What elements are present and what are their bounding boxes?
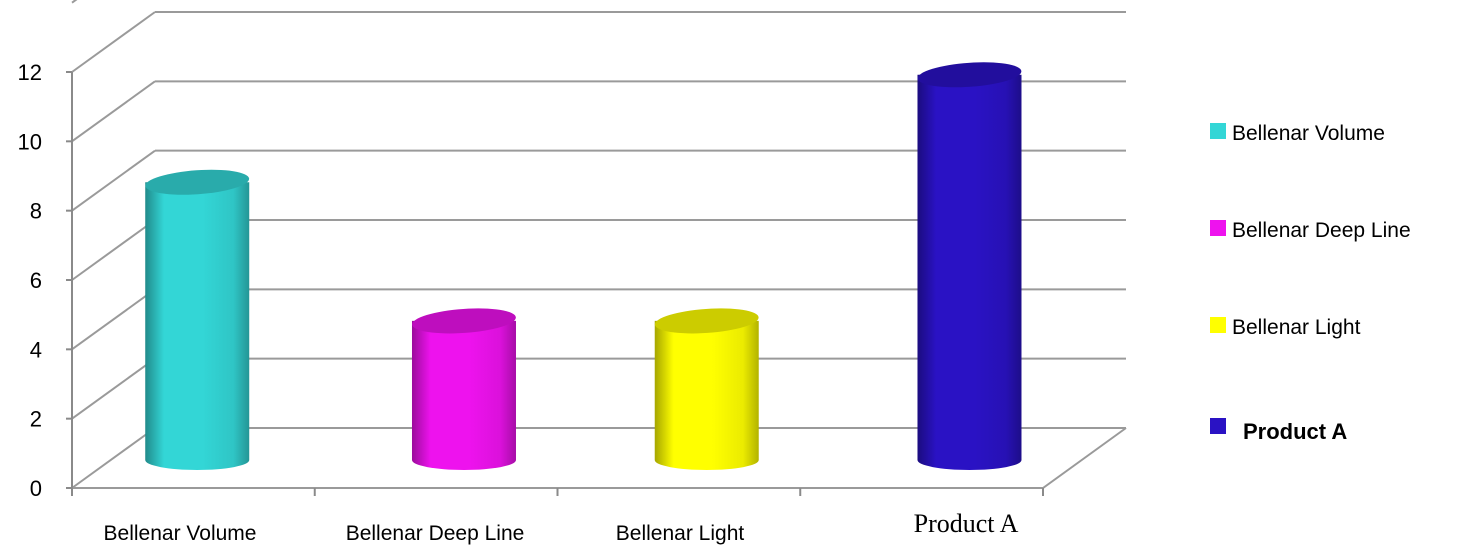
gridline-side [71,357,156,420]
legend-swatch [1210,220,1226,236]
y-tick-label: 6 [30,268,42,293]
y-tick-label: 2 [30,407,42,432]
bar-body [654,320,759,470]
bar [145,169,250,470]
legend-label: Bellenar Light [1232,316,1361,339]
legend-item: Bellenar Volume [1210,122,1385,145]
bar [411,308,516,470]
gridline-side [71,0,78,4]
legend-item: Bellenar Deep Line [1210,219,1411,242]
bar [917,62,1022,471]
y-tick-label: 10 [18,129,42,154]
bar-body [917,74,1022,471]
gridline-side [71,219,156,281]
x-category-label: Bellenar Light [616,522,745,545]
bar [654,308,759,470]
legend: Bellenar Volume Bellenar Deep Line Bellena… [1210,122,1411,444]
legend-item: Product A [1210,418,1347,444]
gridline-side [71,80,156,143]
y-tick-label: 4 [30,337,42,362]
gridline-side [71,149,156,212]
x-category-label: Bellenar Volume [104,522,257,545]
gridline-side [71,288,156,351]
bar-top [412,308,516,334]
legend-swatch [1210,317,1226,333]
bars [145,62,1022,471]
x-category-label: Product A [914,509,1019,538]
bar-top [145,169,250,195]
gridline-side [71,11,156,73]
y-tick-label: 8 [30,199,42,224]
legend-label: Bellenar Volume [1232,122,1385,145]
y-tick-label: 0 [30,476,42,501]
y-tick-label: 12 [18,60,42,85]
axis-labels: Bellenar Volume Bellenar Deep Line Bellena… [104,509,1019,545]
legend-swatch [1210,123,1226,139]
bar-top [917,62,1022,88]
x-category-label: Bellenar Deep Line [346,522,525,545]
axes: 0 2 4 6 8 10 12 [18,60,1044,501]
legend-label: Bellenar Deep Line [1232,219,1411,242]
legend-label: Product A [1243,419,1347,444]
bar-body [145,182,250,470]
legend-item: Bellenar Light [1210,316,1361,339]
gridline-side [71,427,156,489]
bar-body [411,320,516,470]
legend-swatch [1210,418,1226,434]
bar-top [654,308,759,334]
